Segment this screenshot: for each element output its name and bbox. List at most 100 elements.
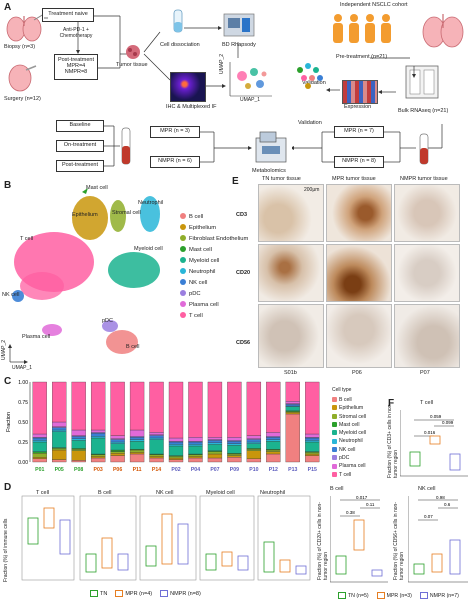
stacked-bar-segment <box>32 440 47 443</box>
umap-legend-swatch <box>180 213 186 220</box>
stacked-bar-segment <box>266 432 281 437</box>
tube-icon <box>173 9 183 33</box>
stacked-x-tick: P04 <box>191 467 200 473</box>
stacked-bar-segment <box>266 449 281 452</box>
stacked-bar-segment <box>305 433 320 438</box>
stacked-legend-label: Neutrophil <box>339 438 363 445</box>
bulk-rnaseq-label: Bulk RNAseq (n=21) <box>398 108 449 114</box>
stacked-bar-segment <box>188 445 203 455</box>
metabolomics-arrows-right <box>292 124 443 163</box>
stacked-bar-segment <box>188 454 203 457</box>
stacked-bar-segment <box>52 448 67 451</box>
panel-a-arrows-right <box>326 57 416 94</box>
stacked-bar-segment <box>188 381 203 438</box>
stacked-bar-segment <box>129 439 145 442</box>
stacked-bar-segment <box>207 442 223 445</box>
stacked-bar-segment <box>71 440 86 449</box>
stacked-y-tick: 1.00 <box>18 380 28 386</box>
bd-rhapsody-icon <box>223 13 255 37</box>
umap-legend-item: Mast cell <box>180 245 248 256</box>
stacked-bar-segment <box>32 437 47 441</box>
umap-cluster-pdc <box>102 320 118 332</box>
stacked-bar-segment <box>149 456 164 459</box>
panel-f-nk-pval-1: 0.98 <box>436 495 445 500</box>
stacked-bar-segment <box>90 436 106 439</box>
tubes-metabolomics <box>104 125 131 167</box>
umap-legend-item: Myeloid cell <box>180 256 248 267</box>
panel-a-arrows-mid <box>143 26 239 88</box>
panel-f-title-bcell: B cell <box>330 486 344 492</box>
panel-d-title-neutrophil: Neutrophil <box>260 490 285 496</box>
stacked-bar-segment <box>32 453 47 458</box>
ihc-tile-mpr-cd3 <box>326 184 392 242</box>
umap-cluster-myeloid <box>108 252 160 288</box>
stacked-bar-segment <box>129 449 145 453</box>
stacked-bar-segment <box>227 441 242 444</box>
tumor-tissue-label: Tumor tissue <box>116 62 148 68</box>
stacked-x-tick: P05 <box>55 467 64 473</box>
stacked-legend-swatch <box>332 413 337 419</box>
umap-label-epithelium: Epithelium <box>72 212 98 218</box>
stacked-x-tick: P02 <box>171 467 180 473</box>
umap-legend-label: Myeloid cell <box>189 258 220 264</box>
stacked-bar-segment <box>285 413 300 463</box>
stacked-bar-segment <box>52 381 67 423</box>
stacked-bar-segment <box>266 437 281 440</box>
stacked-x-tick: P14 <box>152 467 161 473</box>
stacked-bar-segment <box>110 435 125 439</box>
stacked-bar-segment <box>149 381 164 433</box>
stacked-bar-segment <box>110 455 125 463</box>
umap-legend-item: T cell <box>180 311 248 322</box>
panel-f-legend-item: TN (n=5) <box>338 592 369 599</box>
panel-d-ylabel: Fraction (%) of immune cells <box>3 518 9 582</box>
panel-d-title-nkcell: NK cell <box>156 490 173 496</box>
panel-d-legend-label: TN <box>100 590 108 597</box>
ihc-col-header-mpr: MPR tumor tissue <box>332 176 376 182</box>
umap-label-myeloid: Myeloid cell <box>134 246 163 252</box>
stacked-legend-item: Stromal cell <box>332 413 366 421</box>
stacked-legend-swatch <box>332 463 337 469</box>
on-treatment-box: On-treatment <box>56 140 104 152</box>
panel-a-arrows-left <box>44 15 128 69</box>
ihc-tile-tn-cd3 <box>258 184 324 242</box>
stacked-legend-swatch <box>332 405 337 411</box>
stacked-legend-label: Myeloid cell <box>339 430 367 437</box>
stacked-bar-segment <box>32 451 47 454</box>
stacked-bar-segment <box>110 443 125 451</box>
stacked-bar-segment <box>71 438 86 441</box>
stacked-bar-segment <box>227 445 242 454</box>
stacked-bar-segment <box>207 440 223 443</box>
panel-f-legend-swatch <box>338 592 346 599</box>
stacked-bar-segment <box>227 437 242 441</box>
stacked-legend-label: NK cell <box>339 446 356 453</box>
stacked-bar-segment <box>207 457 223 463</box>
umap-cluster-bcell <box>106 330 138 354</box>
ihc-tile-tn-cd20 <box>258 244 324 302</box>
stacked-bar-segment <box>168 445 184 456</box>
stacked-legend-swatch <box>332 455 337 461</box>
panel-f-legend-swatch <box>376 592 385 599</box>
panel-f-legend-swatch <box>419 592 428 599</box>
stacked-legend: B cell Epithelium Stromal cell Mast cell Mye… <box>332 396 366 479</box>
stacked-bar-segment <box>149 435 164 439</box>
umap-legend-item: NK cell <box>180 278 248 289</box>
stacked-bar-segment <box>207 451 223 455</box>
stacked-bar-segment <box>71 449 86 451</box>
umap-legend-label: Plasma cell <box>189 302 219 308</box>
stacked-bar-segment <box>227 453 242 456</box>
stacked-legend-label: B cell <box>339 397 352 403</box>
panel-label-d: D <box>4 482 12 493</box>
panel-d-legend-item: MPR (n=4) <box>115 590 152 597</box>
ihc-row-cd56: CD56 <box>236 340 251 346</box>
stacked-bar-segment <box>188 456 203 459</box>
nmpr-8-box: NMPR (n = 8) <box>334 156 384 168</box>
stacked-y-tick: 0.75 <box>18 400 28 406</box>
umap-cluster-neutrophil <box>140 196 160 232</box>
umap-legend-swatch <box>180 290 186 297</box>
surgery-label: Surgery (n=12) <box>4 96 41 102</box>
stacked-bar-segment <box>227 381 242 438</box>
stacked-x-tick: P07 <box>210 467 219 473</box>
ihc-tile-mpr-cd20 <box>326 244 392 302</box>
ihc-tile-mpr-cd56 <box>326 304 392 368</box>
umap-ylabel: UMAP_2 <box>1 339 7 360</box>
